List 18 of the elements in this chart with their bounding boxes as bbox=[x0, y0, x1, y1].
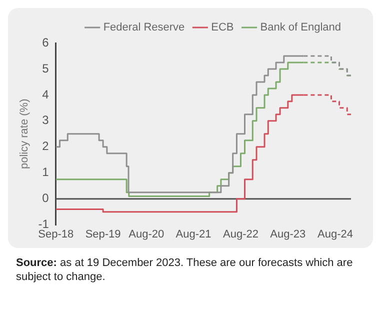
x-tick-label: Aug-23 bbox=[270, 228, 306, 240]
source-note: Source: as at 19 December 2023. These are our forecasts which are subject to change. bbox=[16, 256, 354, 284]
y-tick-label: 0 bbox=[42, 191, 50, 206]
y-tick-label: 5 bbox=[42, 61, 50, 76]
y-tick-label: 4 bbox=[42, 87, 50, 102]
y-axis-title: policy rate (%) bbox=[18, 98, 31, 170]
y-tick-label: 3 bbox=[42, 113, 50, 128]
legend-label: Federal Reserve bbox=[103, 22, 185, 34]
x-tick-label: Aug-22 bbox=[222, 228, 258, 240]
x-tick-label: Aug-21 bbox=[176, 228, 212, 240]
legend-label: Bank of England bbox=[260, 22, 342, 34]
x-tick-label: Aug-20 bbox=[128, 228, 164, 240]
y-tick-label: 2 bbox=[42, 139, 50, 154]
x-tick-label: Aug-24 bbox=[317, 228, 353, 240]
x-tick-label: Sep-19 bbox=[85, 228, 121, 240]
y-tick-label: 1 bbox=[42, 165, 50, 180]
y-tick-label: 6 bbox=[42, 35, 50, 50]
legend-label: ECB bbox=[211, 22, 234, 34]
